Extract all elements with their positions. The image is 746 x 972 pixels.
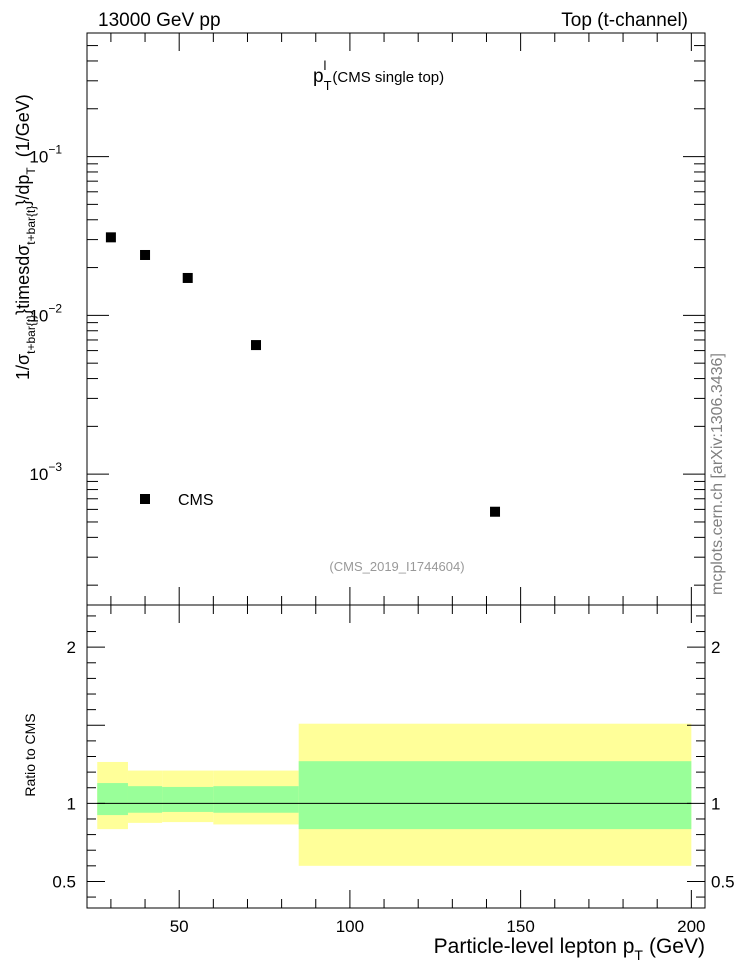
x-tick-label: 200	[677, 917, 705, 936]
x-tick-label: 150	[506, 917, 534, 936]
x-tick-label: 100	[336, 917, 364, 936]
ratio-y-axis-label: Ratio to CMS	[22, 713, 38, 796]
legend-label-cms: CMS	[178, 492, 214, 509]
main-data-points	[105, 232, 501, 517]
ratio-plot-frame	[86, 604, 706, 909]
y-tick-label-left: 2	[67, 638, 76, 657]
main-axis-ticks: 10−1 10−2 10−3	[29, 33, 705, 605]
main-plot-frame	[86, 32, 706, 606]
y-tick-label-left: 1	[67, 794, 76, 813]
header-energy: 13000 GeV pp	[98, 10, 221, 31]
y-tick-label-left: 0.5	[52, 872, 76, 891]
data-point	[140, 249, 151, 260]
ratio-band-inner	[213, 786, 299, 813]
y-tick-label: 10−2	[29, 301, 62, 325]
analysis-tag: (CMS_2019_I1744604)	[329, 559, 464, 574]
ratio-band-inner	[97, 783, 128, 816]
plot-title-sub: T	[324, 78, 332, 93]
plot-title: pTl (CMS single top)	[313, 58, 444, 93]
x-tick-label: 50	[170, 917, 189, 936]
x-axis-label: Particle-level lepton pT (GeV)	[434, 935, 705, 963]
main-y-axis-label: 1/σt+bar{t}}timesdσt+bar{t}}/dpT(1/GeV)	[13, 94, 38, 380]
data-point	[182, 272, 193, 283]
y-tick-label: 10−3	[29, 460, 62, 484]
header-process: Top (t-channel)	[561, 10, 688, 31]
ratio-band-inner	[298, 761, 692, 830]
ratio-bands	[97, 723, 692, 866]
plot-title-main: p	[313, 66, 324, 87]
y-tick-label: 10−1	[29, 143, 62, 167]
legend-marker	[140, 494, 150, 504]
data-point	[251, 340, 262, 351]
data-point	[105, 232, 116, 243]
plot-title-sup: l	[324, 58, 327, 73]
ratio-axis-ticks: 50 100 150 200 0.5 0.5 1 1 2 2	[52, 605, 735, 936]
ratio-band-inner	[127, 786, 163, 813]
watermark: mcplots.cern.ch [arXiv:1306.3436]	[709, 353, 726, 595]
data-point	[490, 506, 501, 517]
y-tick-label-right: 2	[711, 638, 720, 657]
plot-title-rest: (CMS single top)	[332, 69, 444, 86]
y-tick-label-right: 0.5	[711, 872, 735, 891]
y-tick-label-right: 1	[711, 794, 720, 813]
ratio-band-inner	[162, 786, 214, 812]
